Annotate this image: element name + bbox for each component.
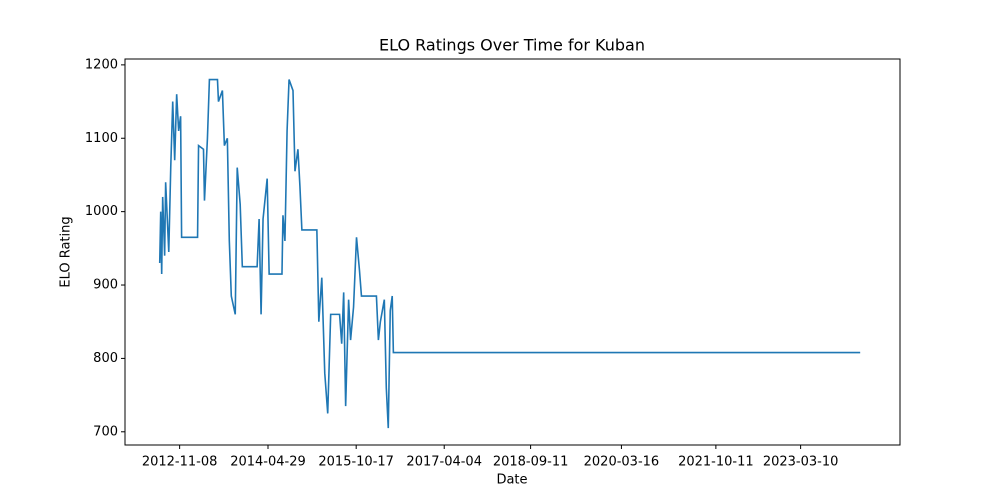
x-tick-label: 2023-03-10 (763, 455, 839, 470)
x-tick-label: 2012-11-08 (142, 455, 218, 470)
y-tick-label: 1000 (85, 204, 118, 219)
y-tick-label: 700 (93, 424, 118, 439)
x-tick-label: 2020-03-16 (584, 455, 660, 470)
line (158, 78, 861, 429)
y-tick-label: 800 (93, 351, 118, 366)
y-tick-label: 1100 (85, 131, 118, 146)
chart-title: ELO Ratings Over Time for Kuban (379, 36, 645, 55)
x-tick-label: 2017-04-04 (406, 455, 482, 470)
plot-frame (124, 58, 901, 446)
y-tick-label: 1200 (85, 57, 118, 72)
y-tick-label: 900 (93, 278, 118, 293)
x-axis-label: Date (496, 473, 527, 488)
x-tick-label: 2018-09-11 (493, 455, 569, 470)
x-tick-label: 2021-10-11 (678, 455, 754, 470)
x-tick-label: 2015-10-17 (318, 455, 394, 470)
x-tick-label: 2014-04-29 (230, 455, 306, 470)
y-axis-label: ELO Rating (59, 216, 74, 287)
